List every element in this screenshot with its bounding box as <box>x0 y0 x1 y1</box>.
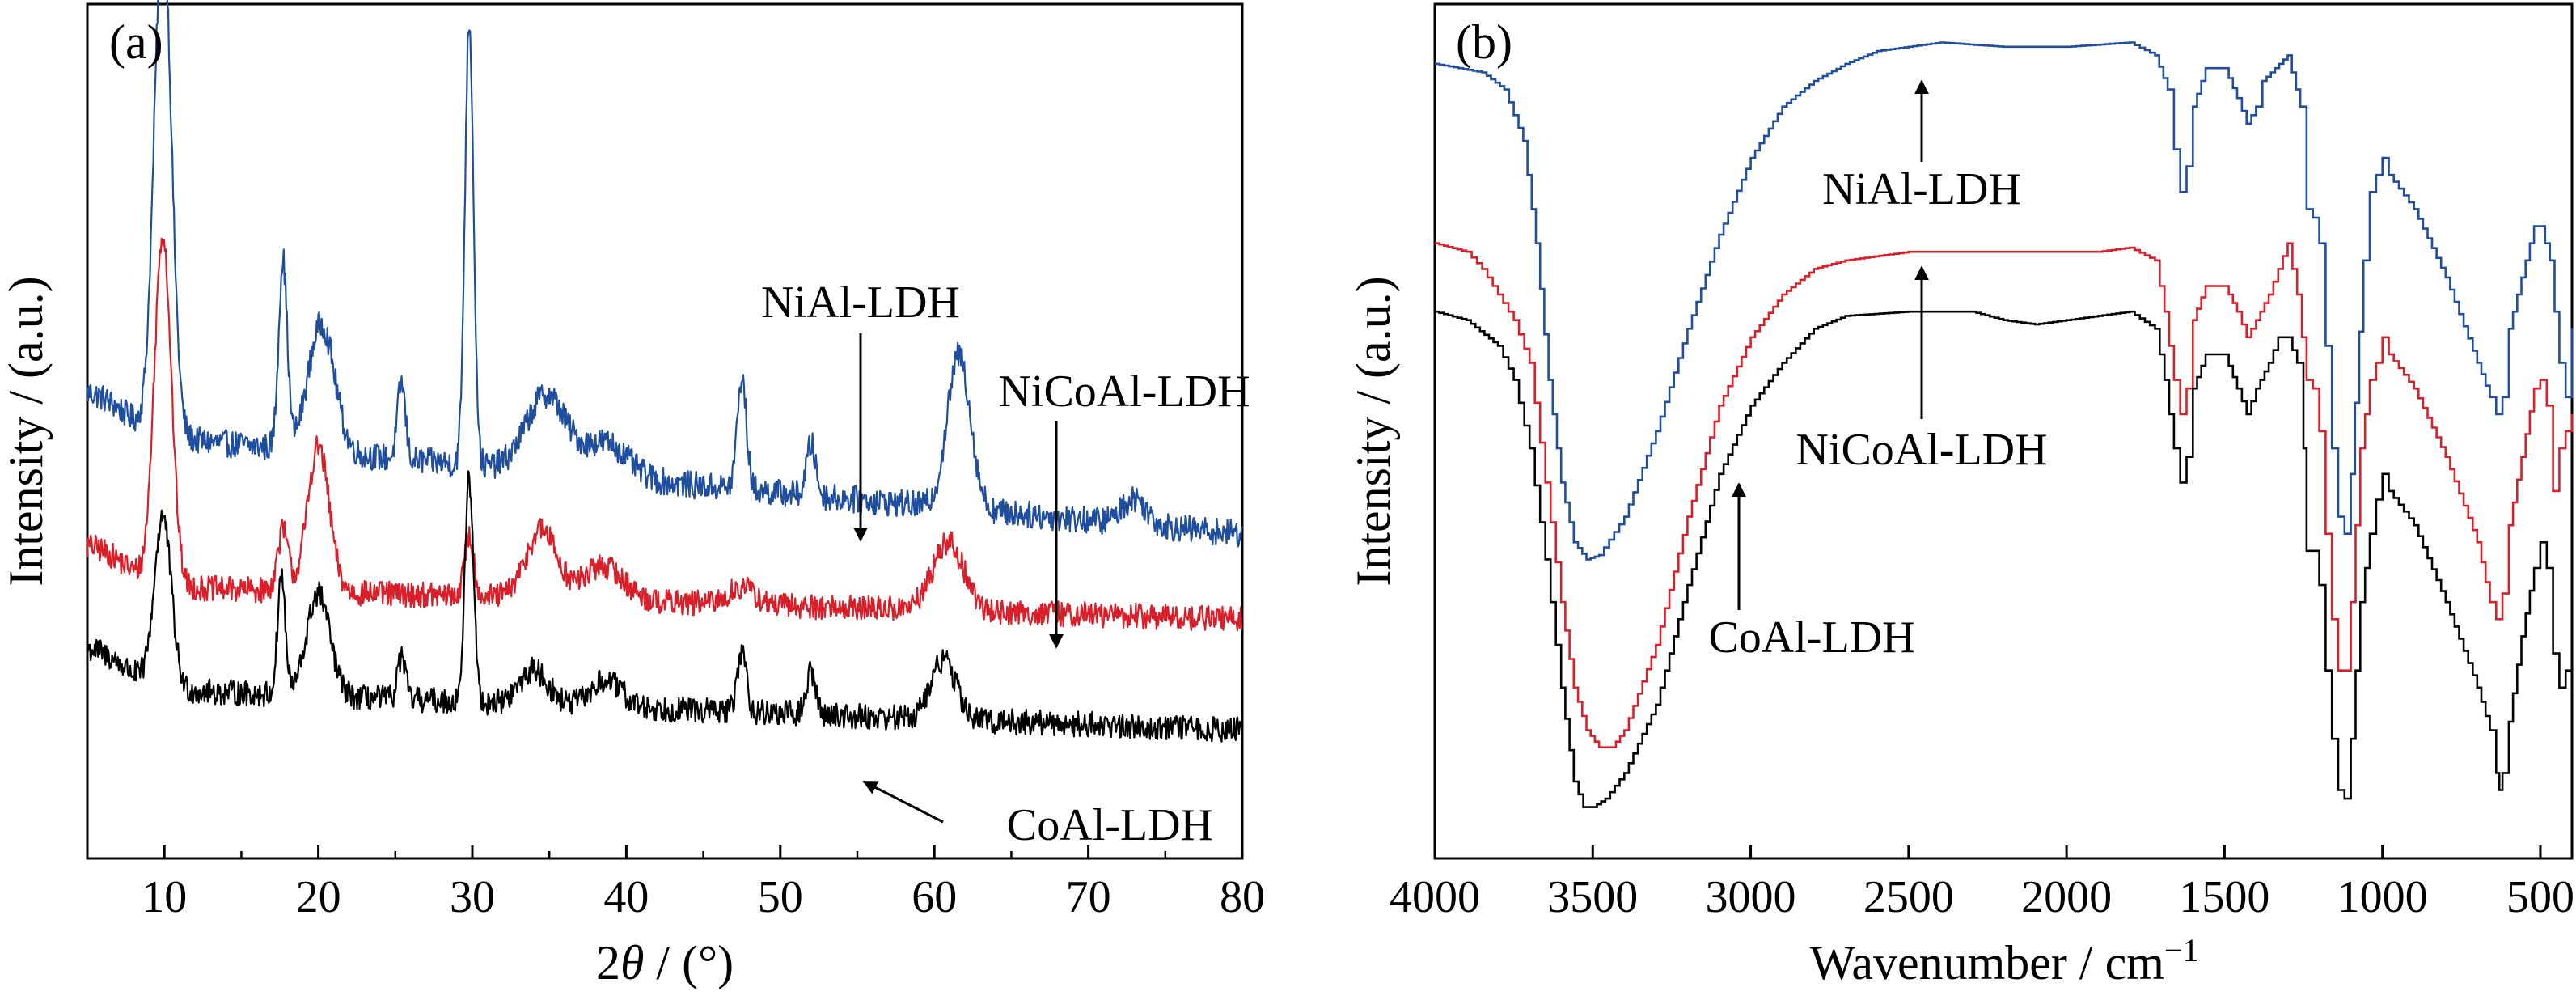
panel-b-x-tick-label: 1500 <box>2179 872 2269 922</box>
panel-a-x-tick-label: 80 <box>1220 872 1265 922</box>
panel-b-x-ticks: 4000 3500 3000 2500 2000 1500 1000 500 <box>1390 845 2574 922</box>
annotation-label-coal-ldh: CoAl-LDH <box>1708 612 1914 663</box>
panel-a-x-axis-title: 2θ / (°) <box>596 936 734 989</box>
panel-b-x-tick-label: 4000 <box>1390 872 1480 922</box>
panel-a-series-group <box>86 0 1244 743</box>
panel-b-x-tick-label: 500 <box>2506 872 2574 922</box>
series-line-nicoal-ldh <box>1435 242 2574 748</box>
panel-b-x-axis-title: Wavenumber / cm−1 <box>1810 932 2199 989</box>
annotation-label-nicoal-ldh: NiCoAl-LDH <box>1796 425 2047 475</box>
series-line-nicoal-ldh <box>86 237 1243 632</box>
series-line-coal-ldh <box>1435 310 2574 808</box>
panel-b-series-group <box>1435 41 2574 808</box>
panel-a-xrd: 10 20 30 40 50 60 70 80 NiAl-LDH NiCoAl-LDH CoAl-… <box>0 0 1265 989</box>
panel-a-x-tick-label: 60 <box>912 872 957 922</box>
panel-a-annotations: NiAl-LDH NiCoAl-LDH CoAl-LDH <box>761 278 1250 850</box>
panel-b-y-axis-title: Intensity / (a.u.) <box>1347 276 1400 586</box>
panel-a-x-tick-label: 10 <box>142 872 187 922</box>
panel-b-x-tick-label: 2000 <box>2021 872 2112 922</box>
panel-a-x-tick-label: 70 <box>1066 872 1111 922</box>
series-line-nial-ldh <box>86 0 1244 548</box>
annotation-label-coal-ldh: CoAl-LDH <box>1007 800 1213 850</box>
panel-b-x-tick-label: 1000 <box>2337 872 2428 922</box>
series-line-coal-ldh <box>87 470 1244 743</box>
panel-b-label: (b) <box>1456 15 1512 69</box>
panel-b-annotations: NiAl-LDH NiCoAl-LDH CoAl-LDH <box>1708 79 2048 663</box>
panel-a-x-ticks: 10 20 30 40 50 60 70 80 <box>86 845 1265 922</box>
panel-a-x-tick-label: 50 <box>758 872 803 922</box>
panel-a-x-tick-label: 40 <box>603 872 649 922</box>
series-line-nial-ldh <box>1435 41 2574 561</box>
panel-b-x-tick-label: 2500 <box>1863 872 1954 922</box>
annotation-arrow-coal-ldh <box>862 780 944 824</box>
panel-a-label: (a) <box>109 15 163 69</box>
panel-a-frame <box>86 2 1244 860</box>
panel-b-x-tick-label: 3000 <box>1706 872 1796 922</box>
annotation-label-nial-ldh: NiAl-LDH <box>761 278 960 328</box>
panel-b-x-tick-label: 3500 <box>1547 872 1638 922</box>
panel-b-ftir: 4000 3500 3000 2500 2000 1500 1000 500 NiAl-LDH… <box>1347 2 2574 989</box>
panel-a-x-tick-label: 30 <box>450 872 495 922</box>
panel-a-x-tick-label: 20 <box>296 872 341 922</box>
panel-a-y-axis-title: Intensity / (a.u.) <box>0 276 53 586</box>
annotation-label-nial-ldh: NiAl-LDH <box>1822 164 2021 214</box>
annotation-label-nicoal-ldh: NiCoAl-LDH <box>998 367 1250 417</box>
